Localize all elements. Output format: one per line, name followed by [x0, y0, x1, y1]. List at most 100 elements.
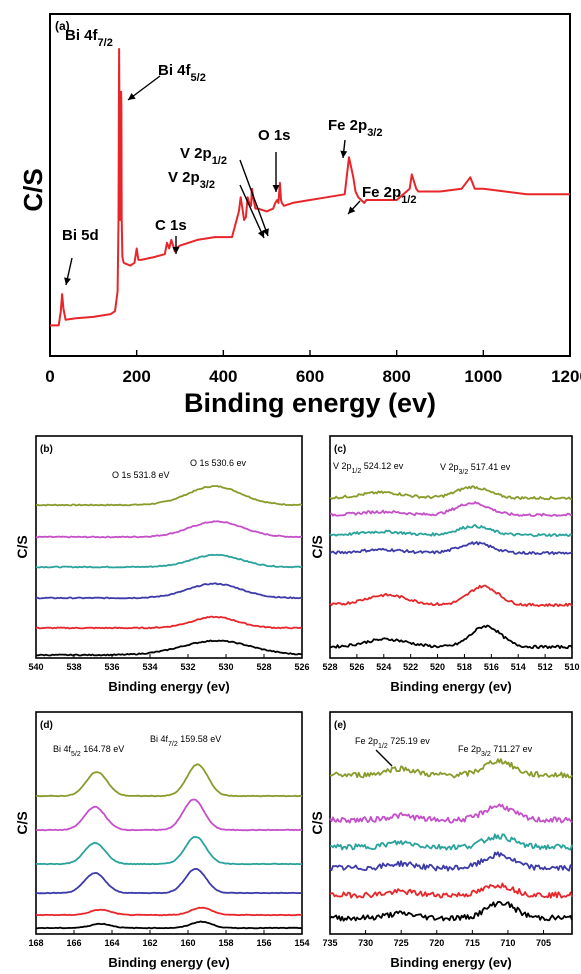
x-tick-label: 200 — [122, 367, 150, 386]
spectrum-line — [329, 501, 573, 517]
x-tick-label: 526 — [349, 662, 364, 672]
plot-frame — [35, 435, 303, 659]
y-axis-label: C/S — [309, 535, 325, 558]
spectrum-line — [329, 833, 573, 851]
peak-label: Fe 2p3/2 711.27 ev — [458, 744, 533, 758]
x-tick-label: 164 — [104, 938, 119, 948]
x-tick-label: 725 — [394, 938, 409, 948]
x-tick-label: 532 — [180, 662, 195, 672]
peak-label: Fe 2p1/2 — [362, 184, 416, 206]
x-tick-label: 534 — [142, 662, 157, 672]
x-tick-label: 158 — [218, 938, 233, 948]
x-tick-label: 540 — [28, 662, 43, 672]
series-layer — [329, 758, 573, 922]
spectrum-line — [36, 639, 303, 657]
x-ticks: 0 200 400 600 800 1000 1200 — [45, 350, 581, 386]
spectrum-line — [329, 900, 573, 922]
spectrum-line — [329, 624, 573, 650]
annotation-arrowhead — [262, 228, 269, 236]
x-tick-label: 710 — [500, 938, 515, 948]
peak-label: V 2p3/2 — [168, 169, 215, 191]
peak-label: V 2p1/2 524.12 ev — [333, 461, 404, 475]
annotation-arrowhead — [340, 150, 348, 158]
x-axis-label: Binding energy (ev) — [108, 679, 229, 694]
spectrum-line — [35, 798, 303, 832]
annotation-arrowhead — [128, 93, 136, 100]
panel-label: (c) — [334, 444, 346, 455]
x-tick-label: 720 — [429, 938, 444, 948]
x-tick-label: 166 — [66, 938, 81, 948]
x-tick-label: 530 — [218, 662, 233, 672]
x-axis-label: Binding energy (ev) — [390, 679, 511, 694]
x-ticks: 735 730 725 720 715 710 705 — [322, 930, 551, 948]
x-tick-label: 518 — [457, 662, 472, 672]
x-tick-label: 156 — [256, 938, 271, 948]
spectrum-line — [329, 485, 573, 501]
v2p-panel: (c) C/S Binding energy (ev) 528 526 524 522… — [309, 435, 580, 694]
x-tick-label: 538 — [66, 662, 81, 672]
o1s-panel: (b) C/S Binding energy (ev) 540 538 536 534… — [14, 435, 310, 694]
x-ticks: 540 538 536 534 532 530 528 526 — [28, 654, 310, 672]
peak-label: Fe 2p1/2 725.19 ev — [355, 736, 430, 750]
peak-label: C 1s — [155, 217, 187, 234]
x-tick-label: 528 — [256, 662, 271, 672]
panel-label: (a) — [55, 19, 70, 33]
series-layer — [329, 485, 573, 650]
plot-frame — [329, 711, 573, 935]
plot-frame — [35, 711, 303, 935]
spectrum-line — [35, 763, 303, 798]
peak-annotations: V 2p1/2 524.12 ev V 2p3/2 517.41 ev — [333, 461, 511, 476]
x-tick-label: 536 — [104, 662, 119, 672]
peak-label: Bi 4f7/2 — [65, 27, 113, 49]
panel-label: (e) — [334, 720, 346, 731]
peak-label: V 2p1/2 — [180, 145, 227, 167]
x-tick-label: 528 — [322, 662, 337, 672]
spectrum-line — [35, 520, 303, 539]
x-tick-label: 735 — [322, 938, 337, 948]
peak-label: Bi 4f5/2 — [158, 62, 206, 84]
series-layer — [35, 763, 303, 930]
x-axis-label: Binding energy (ev) — [108, 955, 229, 970]
y-axis-label: C/S — [18, 168, 48, 211]
x-axis-label: Binding energy (ev) — [390, 955, 511, 970]
series-layer — [35, 485, 303, 657]
fe2p-panel: (e) C/S Binding energy (ev) 735 730 725 720… — [309, 711, 573, 970]
y-axis-label: C/S — [14, 535, 30, 558]
x-tick-label: 522 — [403, 662, 418, 672]
x-tick-label: 512 — [538, 662, 553, 672]
x-tick-label: 400 — [209, 367, 237, 386]
peak-annotations: Bi 4f5/2 164.78 eV Bi 4f7/2 159.58 eV — [53, 734, 221, 758]
x-tick-label: 514 — [511, 662, 526, 672]
peak-label: Bi 4f7/2 159.58 eV — [150, 734, 221, 748]
spectrum-line — [35, 485, 303, 507]
panel-label: (b) — [40, 444, 53, 455]
x-tick-label: 715 — [465, 938, 480, 948]
annotation-arrow — [239, 184, 265, 239]
spectrum-line — [329, 803, 573, 824]
peak-label: Bi 4f5/2 164.78 eV — [53, 744, 124, 758]
x-tick-label: 162 — [142, 938, 157, 948]
x-tick-label: 510 — [564, 662, 579, 672]
spectrum-line — [36, 582, 302, 600]
annotation-arrow — [239, 159, 269, 237]
x-tick-label: 730 — [358, 938, 373, 948]
x-tick-label: 154 — [294, 938, 309, 948]
annotation-arrowhead — [64, 277, 71, 285]
x-tick-label: 526 — [294, 662, 309, 672]
annotation-arrowhead — [272, 185, 280, 192]
peak-label: V 2p3/2 517.41 ev — [440, 462, 511, 476]
annotation-arrowhead — [172, 247, 180, 254]
spectrum-line — [35, 906, 303, 917]
x-tick-label: 800 — [382, 367, 410, 386]
panel-label: (d) — [40, 720, 53, 731]
spectrum-line — [329, 882, 573, 899]
spectrum-line — [329, 758, 573, 779]
annotation-arrowhead — [348, 206, 356, 214]
x-tick-label: 600 — [296, 367, 324, 386]
x-ticks: 528 526 524 522 520 518 516 514 512 510 — [322, 654, 580, 672]
spectrum-line — [36, 920, 303, 930]
plot-frame — [329, 435, 573, 659]
spectrum-line — [36, 835, 303, 866]
x-tick-label: 705 — [536, 938, 551, 948]
